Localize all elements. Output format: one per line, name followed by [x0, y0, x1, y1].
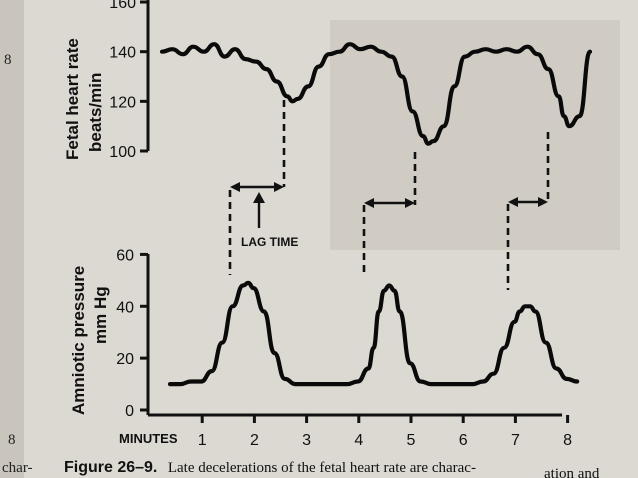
minutes-x-ticks: 1 2 3 4 5 6 7 8: [198, 415, 572, 449]
x-tick-label-8: 8: [563, 432, 572, 449]
hr-tick-label-100: 100: [109, 144, 136, 161]
hr-tick-label-140: 140: [109, 45, 136, 62]
x-tick-label-2: 2: [250, 432, 259, 449]
amniotic-pressure-chart: 0 20 40 60 1 2 3 4 5 6 7 8 Amniotic pressure mm Hg…: [69, 247, 580, 449]
ap-y-label-line2: mm Hg: [91, 286, 110, 344]
x-tick-label-7: 7: [511, 432, 520, 449]
x-tick-label-6: 6: [459, 432, 468, 449]
left-page-fragment-char: char-: [2, 460, 33, 476]
x-tick-label-5: 5: [407, 432, 416, 449]
hr-y-ticks: 100 120 140 160: [109, 0, 148, 161]
ap-y-ticks: 0 20 40 60: [116, 247, 148, 420]
hr-tick-label-120: 120: [109, 94, 136, 111]
x-axis-label: MINUTES: [119, 431, 178, 446]
ap-tick-label-0: 0: [125, 403, 134, 420]
hr-tick-label-160: 160: [109, 0, 136, 12]
left-page-fragment-bottom: 8: [8, 432, 16, 448]
lag1-arrowhead-right: [274, 182, 284, 192]
lag2-arrowhead-left: [364, 198, 374, 208]
x-tick-label-3: 3: [302, 432, 311, 449]
hr-series-line: [159, 42, 593, 146]
fetal-heart-rate-chart: 100 120 140 160 Fetal heart rate beats/min: [63, 0, 593, 161]
lag-pointer-head: [253, 192, 265, 203]
ap-tick-label-60: 60: [116, 247, 134, 264]
ap-tick-label-20: 20: [116, 351, 134, 368]
lag3-arrowhead-left: [508, 197, 518, 207]
ap-tick-label-40: 40: [116, 299, 134, 316]
ap-y-label-line1: Amniotic pressure: [69, 266, 88, 415]
ap-series-line: [167, 280, 580, 387]
lag3-arrowhead-right: [538, 197, 548, 207]
figure-label: Figure 26–9.: [64, 459, 157, 476]
caption-line2-fragment: ation and: [544, 466, 600, 478]
lag-time-label: LAG TIME: [241, 235, 298, 249]
caption-text: Late decelerations of the fetal heart ra…: [168, 460, 476, 476]
hr-y-label-line1: Fetal heart rate: [63, 38, 82, 160]
lag1-arrowhead-left: [230, 182, 240, 192]
left-page-fragment-top: 8: [4, 52, 12, 68]
hr-y-label-line2: beats/min: [86, 73, 105, 152]
x-tick-label-1: 1: [198, 432, 207, 449]
x-tick-label-4: 4: [354, 432, 363, 449]
lag-indicators: LAG TIME: [228, 100, 550, 290]
figure-caption: Figure 26–9. Late decelerations of the f…: [64, 459, 476, 476]
lag2-arrowhead-right: [405, 198, 415, 208]
show-through-text: [330, 20, 620, 250]
book-page: [24, 0, 638, 478]
